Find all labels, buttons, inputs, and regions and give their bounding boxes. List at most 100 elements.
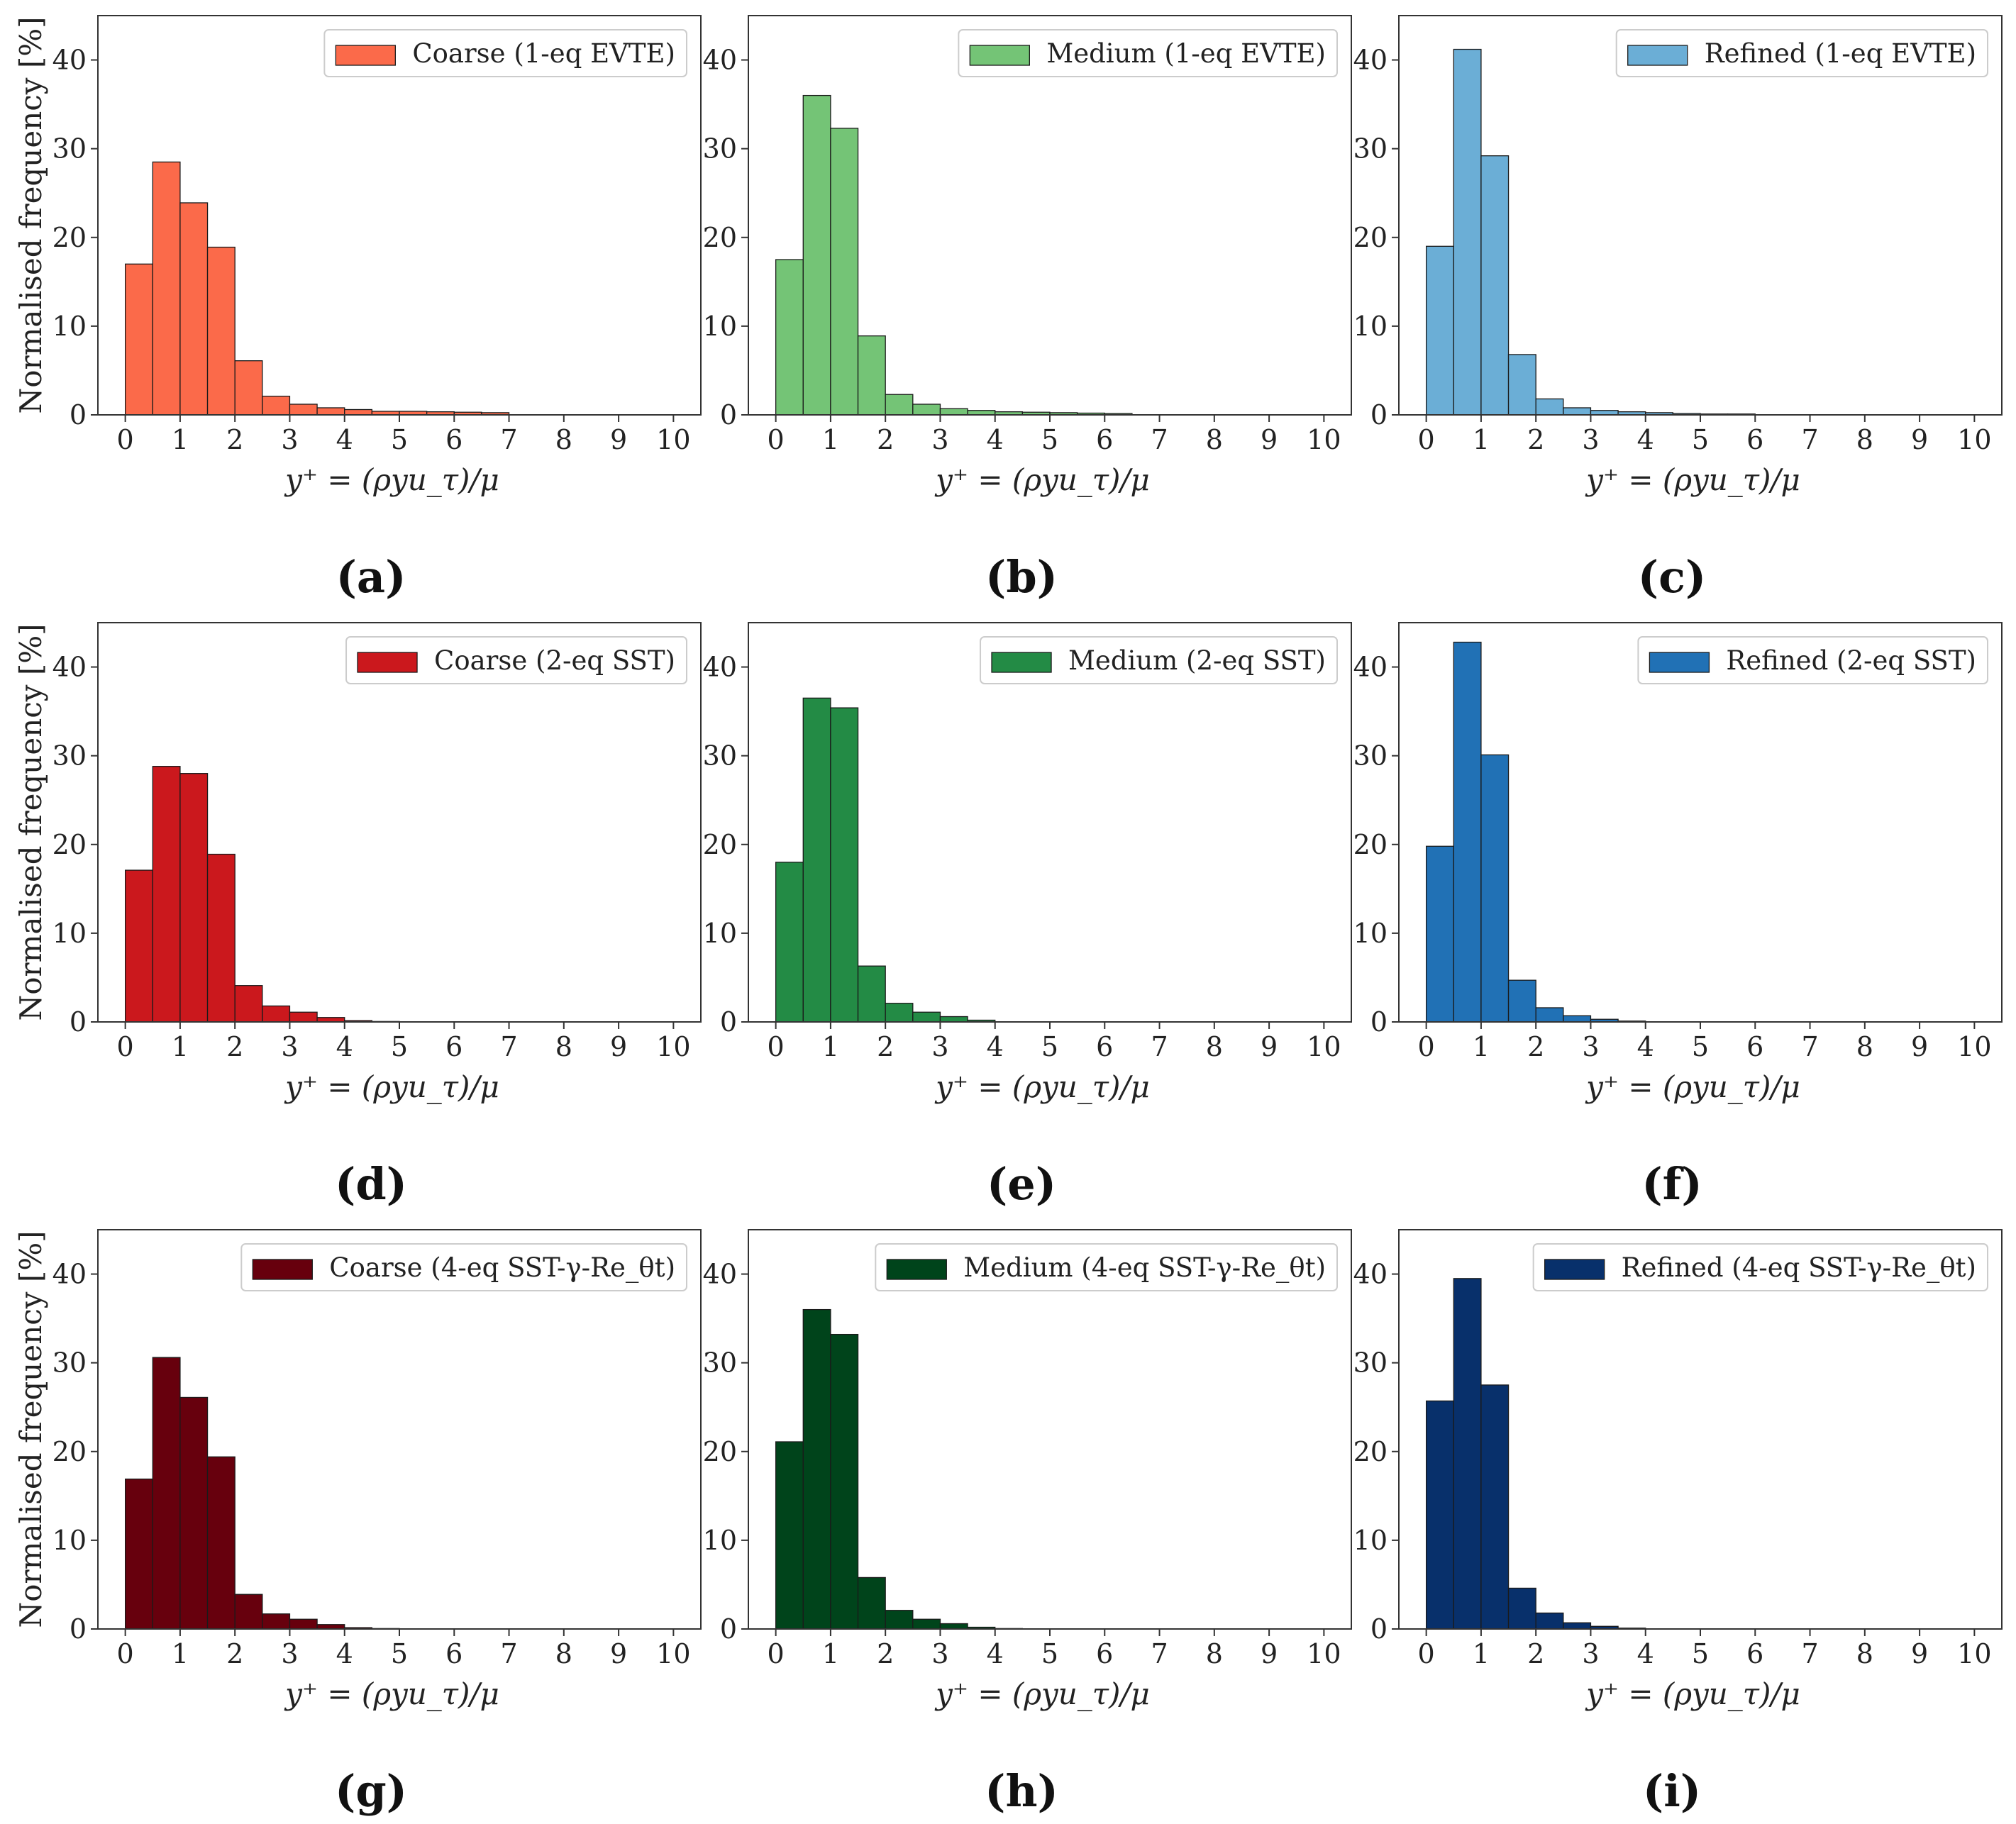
x-tick-label: 10 xyxy=(1307,1031,1341,1062)
chart-panel-2: 0 1 2 3 4 5 6 7 8 9 10 0 10 20 30 40 y⁺ = (ρyu_τ)/μ Mediu… xyxy=(703,15,1352,603)
x-tick-label: 7 xyxy=(1801,1638,1818,1669)
x-tick-label: 6 xyxy=(1746,1638,1763,1669)
x-tick-label: 5 xyxy=(1041,424,1058,455)
legend-frame xyxy=(1637,636,1988,684)
histogram-bar xyxy=(857,1576,886,1630)
x-tick-label: 0 xyxy=(117,424,134,455)
legend: Medium (4-eq SST-γ-Re_θt) xyxy=(875,1243,1338,1291)
x-axis-label: y⁺ = (ρyu_τ)/μ xyxy=(284,1069,499,1104)
x-tick-label: 2 xyxy=(226,1031,243,1062)
chart-panel-8: 0 1 2 3 4 5 6 7 8 9 10 0 10 20 30 40 y⁺ = (ρyu_τ)/μ Mediu… xyxy=(703,1229,1352,1817)
histogram-bar xyxy=(885,394,914,416)
legend: Medium (1-eq EVTE) xyxy=(958,29,1338,77)
histogram-bar xyxy=(124,263,153,416)
histogram-bar xyxy=(775,862,804,1023)
x-tick-label: 7 xyxy=(1151,424,1168,455)
histogram-bar xyxy=(289,1011,318,1023)
histogram-bar xyxy=(124,869,153,1023)
chart-panel-1: 0 1 2 3 4 5 6 7 8 9 10 0 10 20 30 40 y⁺ = (ρyu_τ)/μ Norma… xyxy=(13,15,702,603)
x-tick-label: 10 xyxy=(1957,1638,1991,1669)
y-tick-label: 30 xyxy=(52,1347,87,1379)
y-tick-label: 40 xyxy=(1353,652,1388,683)
histogram-bar xyxy=(830,1333,859,1630)
x-tick-label: 1 xyxy=(172,1031,189,1062)
histogram-bar xyxy=(234,985,263,1023)
panel-label: (i) xyxy=(1643,1765,1701,1817)
x-tick-label: 0 xyxy=(117,1638,134,1669)
y-axis-label: Normalised frequency [%] xyxy=(13,623,48,1021)
histogram-bar xyxy=(344,408,373,416)
x-tick-label: 4 xyxy=(1637,1638,1654,1669)
x-tick-label: 2 xyxy=(1527,1031,1544,1062)
histogram-bar xyxy=(939,1623,968,1630)
y-tick-label: 40 xyxy=(703,652,737,683)
y-tick-label: 0 xyxy=(70,399,87,430)
x-tick-label: 5 xyxy=(1041,1031,1058,1062)
y-tick-label: 0 xyxy=(1370,1006,1388,1038)
histogram-bar xyxy=(179,1396,209,1630)
legend-frame xyxy=(1615,29,1988,77)
x-tick-label: 1 xyxy=(172,1638,189,1669)
histogram-bar xyxy=(1425,845,1454,1023)
y-tick-label: 40 xyxy=(52,1259,87,1290)
y-tick-label: 30 xyxy=(52,740,87,772)
histogram-bar xyxy=(857,965,886,1023)
y-tick-label: 10 xyxy=(1353,918,1388,949)
x-tick-label: 9 xyxy=(1911,424,1928,455)
x-tick-label: 4 xyxy=(987,1638,1004,1669)
chart-panel-3: 0 1 2 3 4 5 6 7 8 9 10 0 10 20 30 40 y⁺ = (ρyu_τ)/μ Refin… xyxy=(1353,15,2003,603)
x-tick-label: 1 xyxy=(1473,424,1490,455)
x-tick-label: 2 xyxy=(877,1031,894,1062)
x-tick-label: 0 xyxy=(1418,1031,1435,1062)
x-tick-label: 3 xyxy=(931,424,948,455)
x-axis-label: y⁺ = (ρyu_τ)/μ xyxy=(1585,1069,1800,1104)
x-tick-label: 9 xyxy=(1911,1031,1928,1062)
histogram-bar xyxy=(1425,245,1454,416)
histogram-bar xyxy=(1563,1622,1592,1630)
chart-panel-5: 0 1 2 3 4 5 6 7 8 9 10 0 10 20 30 40 y⁺ = (ρyu_τ)/μ Mediu… xyxy=(703,622,1352,1210)
x-tick-label: 1 xyxy=(822,1031,839,1062)
y-tick-label: 40 xyxy=(52,45,87,76)
x-tick-label: 8 xyxy=(555,424,572,455)
x-tick-label: 9 xyxy=(1911,1638,1928,1669)
legend-frame xyxy=(323,29,687,77)
y-tick-label: 0 xyxy=(720,399,737,430)
panel-label: (e) xyxy=(987,1158,1056,1210)
legend-frame xyxy=(980,636,1338,684)
legend-swatch xyxy=(991,652,1052,673)
histogram-bar xyxy=(179,773,209,1023)
x-tick-label: 0 xyxy=(768,1638,785,1669)
legend-frame xyxy=(240,1243,687,1291)
x-tick-label: 9 xyxy=(610,424,627,455)
histogram-bar xyxy=(1453,48,1482,416)
legend: Coarse (4-eq SST-γ-Re_θt) xyxy=(240,1243,687,1291)
histogram-bar xyxy=(1507,354,1536,416)
y-tick-label: 20 xyxy=(703,1436,737,1467)
histogram-bar xyxy=(316,407,345,416)
y-axis-label: Normalised frequency [%] xyxy=(13,1230,48,1628)
x-tick-label: 5 xyxy=(391,1031,408,1062)
histogram-bar xyxy=(1507,979,1536,1023)
x-axis-label: y⁺ = (ρyu_τ)/μ xyxy=(284,1676,499,1711)
histogram-bar xyxy=(1535,398,1564,416)
histogram-bar xyxy=(234,360,263,416)
x-tick-label: 10 xyxy=(1957,1031,1991,1062)
legend-frame xyxy=(1532,1243,1988,1291)
x-tick-label: 4 xyxy=(987,1031,1004,1062)
histogram-bar xyxy=(802,697,831,1023)
x-axis-label: y⁺ = (ρyu_τ)/μ xyxy=(934,462,1150,497)
legend-label: Refined (2-eq SST) xyxy=(1726,645,1976,676)
y-tick-label: 10 xyxy=(703,1525,737,1556)
histogram-bar xyxy=(1453,641,1482,1023)
x-tick-label: 7 xyxy=(500,424,517,455)
x-tick-label: 3 xyxy=(281,424,298,455)
y-axis-label: Normalised frequency [%] xyxy=(13,16,48,413)
legend-swatch xyxy=(1627,45,1688,66)
x-tick-label: 4 xyxy=(1637,424,1654,455)
x-tick-label: 3 xyxy=(931,1031,948,1062)
x-tick-label: 6 xyxy=(1096,1031,1113,1062)
panel-label: (d) xyxy=(335,1158,407,1210)
panel-label: (g) xyxy=(335,1765,407,1817)
x-tick-label: 8 xyxy=(1206,1638,1223,1669)
x-tick-label: 1 xyxy=(822,1638,839,1669)
